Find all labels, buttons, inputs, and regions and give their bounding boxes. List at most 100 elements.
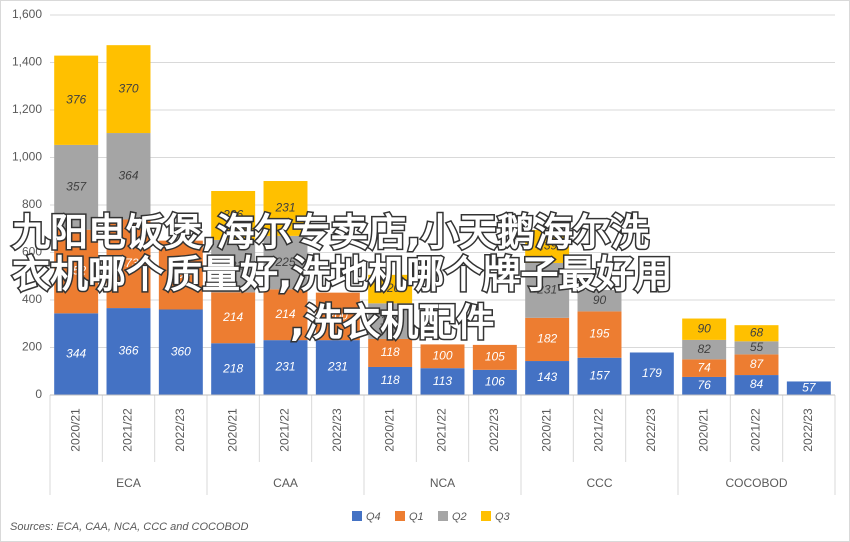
- data-label: 206: [222, 208, 243, 222]
- data-label: 218: [222, 361, 243, 375]
- overlay-text: 九阳电饭煲,海尔专卖店,小天鹅海尔洗: [12, 211, 649, 255]
- data-label: 344: [66, 346, 86, 360]
- source: Sources: ECA, CAA, NCA, CCC and COCOBOD: [10, 521, 248, 533]
- bar-segment: [525, 262, 570, 318]
- y-tick-label: 0: [35, 387, 42, 401]
- bar-segment: [368, 366, 413, 395]
- y-tick-label: 1,600: [12, 7, 42, 21]
- data-label: 84: [750, 377, 764, 391]
- bar-segment: [682, 339, 727, 360]
- bar-segment: [472, 344, 517, 370]
- x-tick-label: 2022/23: [330, 408, 344, 452]
- bar-segment: [577, 290, 622, 312]
- bar-segment: [734, 341, 779, 355]
- data-label: 113: [433, 374, 452, 388]
- bar-segment: [54, 55, 99, 145]
- y-tick-label: 800: [22, 197, 42, 211]
- overlay-text: 衣机哪个质量好,洗地机哪个牌子最好用: [12, 253, 672, 297]
- bar-segment: [315, 340, 360, 395]
- data-label: 143: [537, 370, 557, 384]
- bar-segment: [263, 181, 308, 236]
- group-label: ECA: [116, 476, 141, 490]
- bar-segment: [577, 357, 622, 395]
- data-label: 214: [274, 307, 295, 321]
- data-label: 118: [381, 373, 400, 387]
- data-label: 120: [380, 281, 400, 295]
- data-label: 87: [750, 357, 765, 371]
- x-tick-label: 2020/21: [539, 408, 553, 452]
- data-label: 221: [222, 258, 243, 272]
- x-tick-label: 2021/22: [749, 408, 763, 452]
- x-tick-label: 2020/21: [382, 408, 396, 452]
- bar-segment: [368, 338, 413, 367]
- group-label: CCC: [587, 476, 613, 490]
- bar-segment: [106, 219, 151, 309]
- data-label: 373: [118, 256, 138, 270]
- y-tick-label: 1,000: [12, 150, 42, 164]
- data-label: 290: [170, 267, 191, 281]
- x-tick-label: 2021/22: [435, 408, 449, 452]
- y-tick-label: 1,400: [12, 55, 42, 69]
- y-tick-label: 600: [22, 245, 42, 259]
- data-label: 360: [171, 344, 191, 358]
- data-label: 231: [536, 283, 557, 297]
- bar-segment: [525, 361, 570, 395]
- bar-segment: [525, 317, 570, 362]
- y-tick-label: 1,200: [12, 102, 42, 116]
- data-label: 157: [589, 369, 610, 383]
- data-label: 376: [66, 92, 86, 106]
- bar-segment: [158, 309, 203, 395]
- bar-segment: [263, 289, 308, 341]
- data-label: 352: [66, 264, 86, 278]
- legend-label: Q4: [366, 511, 381, 523]
- data-label: 231: [274, 360, 295, 374]
- data-label: 370: [118, 81, 138, 95]
- group-label: CAA: [273, 476, 298, 490]
- data-label: 366: [118, 344, 138, 358]
- legend-swatch: [352, 511, 362, 521]
- bar-segment: [54, 229, 99, 314]
- data-label: 118: [381, 345, 400, 359]
- bar-segment: [211, 239, 256, 293]
- bar-segment: [106, 308, 151, 395]
- x-tick-label: 2020/21: [68, 408, 82, 452]
- data-label: 179: [642, 366, 662, 380]
- bar-segment: [263, 235, 308, 290]
- data-label: 100: [432, 348, 452, 362]
- data-label: 214: [222, 310, 243, 324]
- bar-segment: [420, 368, 465, 395]
- data-label: 357: [66, 179, 87, 193]
- legend-label: Q3: [495, 511, 511, 523]
- bar-segment: [734, 325, 779, 342]
- x-tick-label: 2021/22: [278, 408, 292, 452]
- bar-segment: [211, 343, 256, 395]
- bar-segment: [211, 190, 256, 240]
- legend-label: Q2: [452, 511, 467, 523]
- bar-segment: [525, 229, 570, 263]
- bar-segment: [472, 369, 517, 395]
- bar-segment: [263, 340, 308, 395]
- bar-segment: [629, 352, 674, 395]
- data-label: 225: [274, 255, 295, 269]
- bar-segment: [106, 45, 151, 134]
- x-tick-label: 2022/23: [173, 408, 187, 452]
- data-label: 90: [697, 321, 711, 335]
- data-label: 82: [697, 342, 711, 356]
- bar-segment: [786, 381, 831, 395]
- bar-segment: [682, 376, 727, 395]
- bar-segment: [734, 375, 779, 395]
- data-label: 231: [327, 360, 348, 374]
- x-tick-label: 2022/23: [487, 408, 501, 452]
- data-label: 150: [380, 313, 400, 327]
- bar-segment: [106, 133, 151, 220]
- data-label: 231: [274, 201, 295, 215]
- x-tick-label: 2021/22: [121, 408, 135, 452]
- bar-segment: [682, 359, 727, 377]
- overlay-text: ,洗衣机配件: [290, 301, 494, 345]
- data-label: 195: [589, 327, 609, 341]
- bar-segment: [577, 311, 622, 358]
- x-tick-label: 2022/23: [644, 408, 658, 452]
- legend-swatch: [481, 511, 491, 521]
- data-label: 90: [593, 293, 607, 307]
